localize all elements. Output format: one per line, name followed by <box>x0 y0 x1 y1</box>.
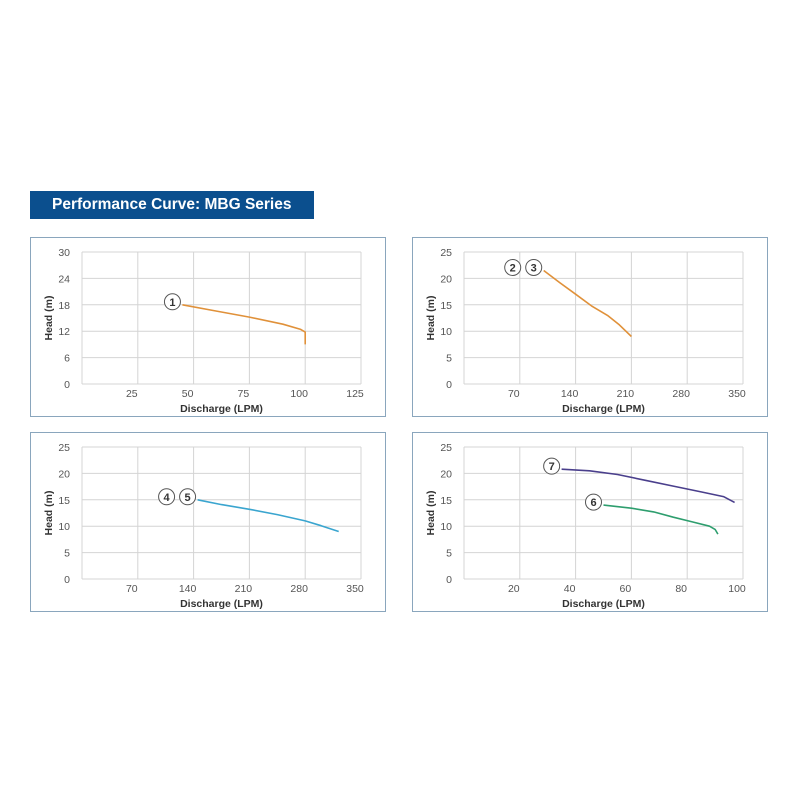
curve-marker-circle <box>163 293 181 311</box>
y-tick-label: 0 <box>64 379 70 391</box>
y-tick-label: 6 <box>64 353 70 365</box>
y-tick-label: 15 <box>440 300 452 312</box>
curve-marker-label: 4 <box>164 492 171 504</box>
series-line <box>603 504 719 535</box>
x-tick-label: 280 <box>290 583 308 595</box>
y-tick-label: 20 <box>440 273 452 285</box>
y-tick-label: 10 <box>440 326 452 338</box>
x-tick-label: 75 <box>238 388 250 400</box>
y-tick-label: 20 <box>440 468 452 480</box>
curve-marker-circle <box>179 488 197 506</box>
x-tick-label: 70 <box>508 388 520 400</box>
curve-marker-label: 2 <box>510 262 516 274</box>
x-tick-label: 350 <box>728 388 746 400</box>
y-axis-label: Head (m) <box>43 296 55 341</box>
x-tick-label: 70 <box>126 583 138 595</box>
chart-panel-6-7: 0 5 10 15 20 25 20 40 60 80 100 Discharge (LPM) Head… <box>412 432 768 612</box>
y-axis-label: Head (m) <box>425 296 437 341</box>
x-tick-label: 350 <box>346 583 364 595</box>
x-tick-label: 140 <box>561 388 579 400</box>
series-line <box>543 269 632 338</box>
title-banner: Performance Curve: MBG Series <box>30 191 314 219</box>
chart-svg: 0 5 10 15 20 25 20 40 60 80 100 Discharge (LPM) Head… <box>425 442 746 610</box>
curve-marker-label: 7 <box>549 461 555 473</box>
x-axis-label: Discharge (LPM) <box>562 598 645 610</box>
curve-marker-circle <box>158 488 176 506</box>
curve-marker-label: 1 <box>169 297 175 309</box>
x-tick-label: 80 <box>675 583 687 595</box>
y-axis-label: Head (m) <box>425 491 437 536</box>
y-tick-label: 24 <box>58 273 70 285</box>
y-tick-label: 5 <box>64 548 70 560</box>
y-tick-label: 0 <box>446 574 452 586</box>
x-axis-label: Discharge (LPM) <box>180 598 263 610</box>
x-tick-label: 25 <box>126 388 138 400</box>
y-tick-label: 5 <box>446 353 452 365</box>
y-tick-label: 10 <box>440 521 452 533</box>
chart-svg: 0 6 12 18 24 30 25 50 75 100 125 Discharge (LPM) Hea… <box>43 247 364 415</box>
chart-svg: 0 5 10 15 20 25 70 140 210 280 350 Discharge (LPM) H… <box>43 442 364 610</box>
curve-marker-circle <box>585 493 602 511</box>
x-tick-label: 210 <box>235 583 253 595</box>
y-tick-label: 15 <box>58 495 70 507</box>
y-tick-label: 5 <box>446 548 452 560</box>
y-tick-label: 15 <box>440 495 452 507</box>
x-tick-label: 125 <box>346 388 364 400</box>
x-tick-label: 140 <box>179 583 197 595</box>
x-tick-label: 50 <box>182 388 194 400</box>
series-line <box>561 468 735 504</box>
y-tick-label: 30 <box>58 247 70 259</box>
y-tick-label: 18 <box>58 300 70 312</box>
curve-marker-label: 6 <box>590 497 596 509</box>
y-tick-label: 25 <box>58 442 70 454</box>
y-tick-label: 0 <box>446 379 452 391</box>
chart-panel-4-5: 0 5 10 15 20 25 70 140 210 280 350 Discharge (LPM) H… <box>30 432 386 612</box>
series-line <box>197 499 339 533</box>
chart-svg: 0 5 10 15 20 25 70 140 210 280 350 Discharge (LPM) H… <box>425 247 746 415</box>
x-axis-label: Discharge (LPM) <box>562 403 645 415</box>
curve-marker-circle <box>525 258 543 276</box>
curve-marker-label: 5 <box>185 492 191 504</box>
x-tick-label: 100 <box>728 583 746 595</box>
chart-panel-2-3: 0 5 10 15 20 25 70 140 210 280 350 Discharge (LPM) H… <box>412 237 768 417</box>
x-tick-label: 40 <box>564 583 576 595</box>
y-tick-label: 12 <box>58 326 70 338</box>
x-tick-label: 210 <box>617 388 635 400</box>
x-axis-label: Discharge (LPM) <box>180 403 263 415</box>
x-tick-label: 100 <box>290 388 308 400</box>
curve-marker-circle <box>543 457 561 475</box>
y-tick-label: 25 <box>440 442 452 454</box>
y-tick-label: 0 <box>64 574 70 586</box>
y-tick-label: 10 <box>58 521 70 533</box>
y-axis-label: Head (m) <box>43 491 55 536</box>
series-line <box>182 304 306 345</box>
y-tick-label: 25 <box>440 247 452 259</box>
x-tick-label: 60 <box>620 583 632 595</box>
curve-marker-label: 3 <box>531 262 537 274</box>
curve-marker-circle <box>504 258 522 276</box>
x-tick-label: 280 <box>672 388 690 400</box>
y-tick-label: 20 <box>58 468 70 480</box>
x-tick-label: 20 <box>508 583 520 595</box>
chart-panel-1: 0 6 12 18 24 30 25 50 75 100 125 Discharge (LPM) Hea… <box>30 237 386 417</box>
